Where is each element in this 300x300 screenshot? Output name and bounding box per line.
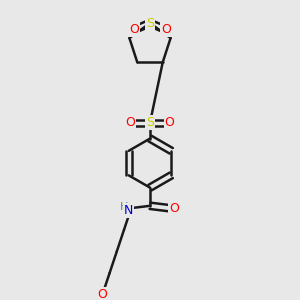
Text: O: O [98, 288, 107, 300]
Text: H: H [120, 202, 128, 212]
Text: S: S [146, 116, 154, 129]
Text: N: N [124, 204, 133, 217]
Text: O: O [129, 23, 139, 36]
Text: O: O [165, 116, 175, 129]
Text: O: O [169, 202, 179, 214]
Text: S: S [146, 16, 154, 30]
Text: O: O [161, 23, 171, 36]
Text: O: O [125, 116, 135, 129]
